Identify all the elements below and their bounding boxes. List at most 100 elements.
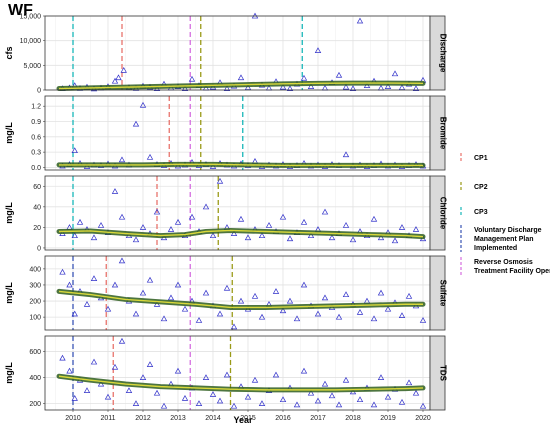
data-point [342, 151, 350, 158]
data-point [181, 394, 189, 401]
data-point [258, 313, 266, 320]
data-point [118, 337, 126, 344]
data-point [286, 297, 294, 304]
data-point [188, 75, 196, 82]
data-point [230, 230, 238, 236]
trend-line [58, 375, 424, 391]
y-tick-label: 0 [37, 88, 41, 95]
y-axis-label: mg/L [4, 282, 14, 304]
facet-strip [429, 175, 446, 251]
data-point [356, 308, 364, 315]
x-tick-label: 2019 [380, 415, 396, 422]
data-point [230, 402, 238, 409]
data-point [223, 284, 231, 291]
data-point [349, 236, 357, 243]
data-point [195, 400, 203, 406]
y-tick-label: 10,000 [20, 38, 42, 45]
data-point [71, 310, 78, 317]
panel-bromide: 0.0 0.3 0.6 0.9 1.2 Bromide mg/L [4, 95, 448, 172]
y-tick-label: 600 [29, 349, 41, 356]
data-point [76, 218, 84, 225]
data-point [321, 208, 329, 215]
data-point [412, 85, 420, 91]
data-point [90, 275, 98, 281]
data-point [272, 288, 280, 294]
x-tick-label: 2020 [415, 415, 431, 422]
data-point [384, 393, 392, 400]
legend-entry: Reverse Osmosis Treatment Facility Opens [460, 257, 550, 275]
data-point [384, 305, 392, 312]
data-point [279, 83, 287, 90]
legend-label: CP3 [474, 209, 488, 216]
data-point [377, 374, 385, 380]
data-point [115, 74, 122, 81]
data-point [104, 305, 112, 312]
data-point [419, 402, 427, 409]
data-point [71, 232, 78, 239]
facet-label: TDS [439, 365, 448, 382]
data-point [209, 232, 217, 239]
y-tick-label: 0.0 [31, 165, 41, 172]
data-point [146, 361, 154, 367]
data-point [66, 367, 73, 374]
data-point [139, 374, 147, 380]
data-point [412, 226, 420, 232]
data-point [120, 66, 127, 73]
data-point [307, 389, 315, 396]
data-point [328, 392, 336, 399]
data-point [300, 218, 308, 225]
y-tick-label: 400 [29, 375, 41, 382]
y-tick-label: 0.3 [31, 150, 41, 157]
data-point [384, 83, 392, 89]
data-point [412, 389, 420, 396]
legend-label: Management Plan [474, 236, 534, 243]
y-tick-label: 0 [37, 245, 41, 252]
facet-strip [429, 15, 446, 91]
data-point [286, 85, 294, 91]
data-point [111, 281, 119, 288]
data-point [342, 376, 350, 383]
data-point [90, 234, 98, 241]
data-point [300, 281, 308, 288]
data-point [335, 71, 343, 78]
y-tick-label: 300 [29, 282, 41, 289]
x-tick-label: 2018 [345, 415, 361, 422]
data-point [258, 400, 266, 406]
data-point [398, 312, 406, 318]
data-point [377, 289, 385, 296]
data-point [71, 394, 78, 401]
y-tick-label: 200 [29, 299, 41, 306]
y-tick-label: 0.9 [31, 119, 41, 126]
legend-entry: Voluntary Discharge Management Plan Implem… [460, 225, 542, 252]
x-tick-label: 2016 [275, 415, 291, 422]
data-point [153, 389, 161, 396]
data-point [342, 83, 350, 90]
y-tick-label: 20 [33, 225, 41, 232]
legend-label: Reverse Osmosis [474, 259, 533, 266]
y-tick-label: 5,000 [23, 63, 41, 70]
data-point [251, 376, 259, 383]
data-point [216, 397, 224, 404]
data-point [167, 226, 175, 232]
data-point [174, 218, 182, 225]
panel-sulfate: 100 200 300 400 Sulfate mg/L [4, 255, 448, 331]
data-point [272, 371, 280, 378]
y-tick-label: 15,000 [20, 14, 42, 21]
y-tick-label: 200 [29, 401, 41, 408]
data-point [419, 317, 427, 323]
data-point [146, 153, 154, 160]
data-point [237, 215, 245, 222]
data-point [300, 74, 308, 81]
y-tick-label: 100 [29, 315, 41, 322]
data-point [71, 147, 78, 154]
data-point [59, 268, 66, 275]
data-point [314, 310, 322, 317]
data-point [293, 401, 301, 408]
y-axis-label: cfs [4, 46, 14, 59]
y-axis-label: mg/L [4, 362, 14, 384]
data-point [153, 208, 161, 215]
data-point [286, 235, 294, 242]
data-point [237, 74, 245, 81]
data-point [202, 374, 210, 380]
